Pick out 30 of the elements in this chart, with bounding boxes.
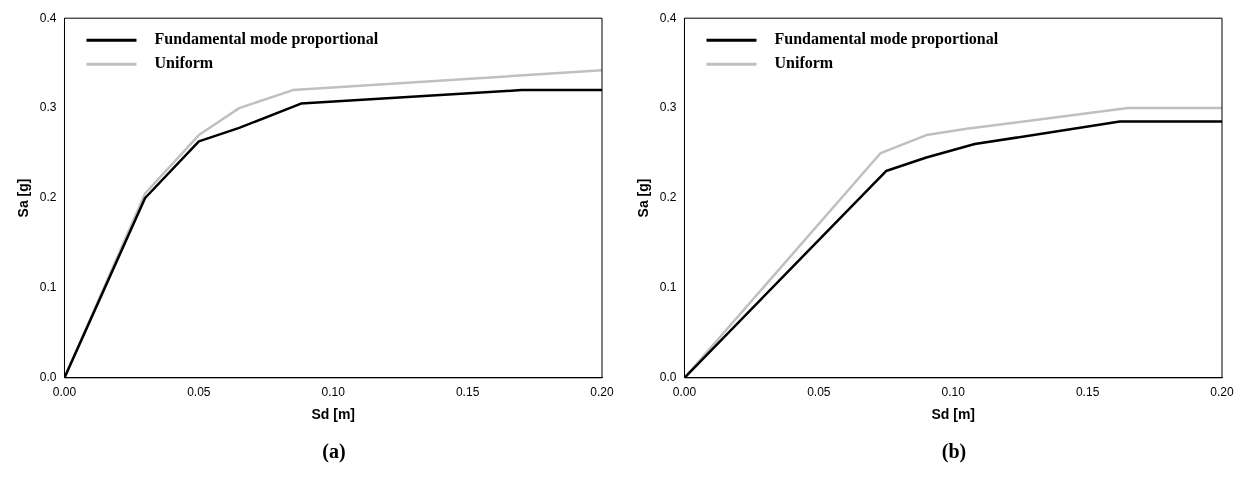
y-tick-label: 0.2: [659, 190, 677, 205]
y-tick-label: 0.1: [39, 280, 57, 295]
x-tick-label: 0.20: [1210, 385, 1234, 400]
text: (a): [321, 440, 347, 463]
y-axis-title: Sa [g]: [15, 178, 32, 218]
x-tick-label: 0.05: [807, 385, 831, 400]
y-tick-label: 0.3: [659, 100, 677, 115]
x-tick-label: 0.15: [1075, 385, 1100, 400]
y-tick-label: 0.1: [659, 280, 677, 295]
x-tick-label: 0.20: [590, 385, 614, 400]
x-tick-label: 0.00: [52, 385, 77, 400]
y-tick-label: 0.0: [39, 370, 57, 385]
text: (b): [940, 440, 968, 463]
x-tick-label: 0.10: [321, 385, 346, 400]
x-tick-label: 0.05: [187, 385, 211, 400]
x-tick-label: 0.10: [941, 385, 966, 400]
y-tick-label: 0.3: [39, 100, 57, 115]
x-axis-title: Sd [m]: [931, 406, 976, 423]
x-tick-label: 0.00: [672, 385, 697, 400]
y-tick-label: 0.4: [659, 10, 677, 25]
legend-label: Uniform: [774, 54, 834, 72]
legend-label: Fundamental mode proportional: [774, 30, 999, 49]
y-tick-label: 0.4: [39, 10, 57, 25]
x-axis-title: Sd [m]: [311, 406, 356, 423]
y-axis-title: Sa [g]: [635, 178, 652, 218]
y-tick-label: 0.0: [659, 370, 677, 385]
legend-label: Fundamental mode proportional: [154, 30, 379, 49]
legend-label: Uniform: [154, 54, 214, 72]
y-tick-label: 0.2: [39, 190, 57, 205]
x-tick-label: 0.15: [455, 385, 480, 400]
